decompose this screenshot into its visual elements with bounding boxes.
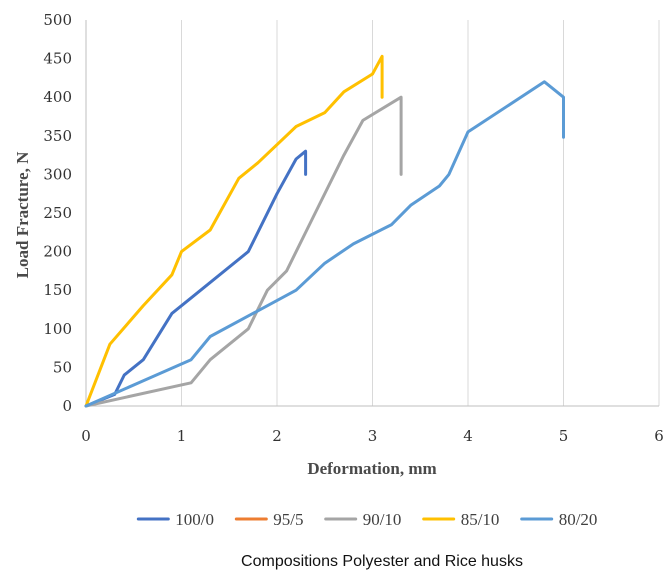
y-tick-label: 250 — [43, 204, 72, 222]
grid-layer — [181, 20, 660, 406]
legend-label-80-20: 80/20 — [559, 510, 598, 529]
x-tick-label: 4 — [463, 427, 473, 445]
y-tick-label: 50 — [53, 358, 72, 376]
legend-label-100-0: 100/0 — [175, 510, 214, 529]
y-tick-label: 150 — [43, 281, 72, 299]
x-axis-label: Deformation, mm — [307, 459, 436, 478]
x-tick-label: 0 — [81, 427, 91, 445]
ticks-layer: 0 50 100 150 200 250 300 350 400 450 500 0 1 2 3 4 5 6 — [43, 11, 663, 445]
series-line-100-0 — [84, 149, 308, 408]
x-tick-label: 1 — [177, 427, 187, 445]
y-tick-label: 400 — [43, 88, 72, 106]
y-tick-label: 100 — [43, 320, 72, 338]
legend-label-95-5: 95/5 — [273, 510, 303, 529]
x-tick-label: 6 — [654, 427, 664, 445]
series-line-85-10 — [84, 54, 384, 408]
y-tick-label: 200 — [43, 243, 72, 261]
y-tick-label: 350 — [43, 127, 72, 145]
legend-label-90-10: 90/10 — [363, 510, 402, 529]
y-tick-label: 300 — [43, 165, 72, 183]
legend-label-85-10: 85/10 — [461, 510, 500, 529]
axes-layer — [85, 20, 659, 407]
series-layer — [84, 54, 565, 408]
series-line-90-10 — [84, 95, 403, 408]
y-axis-label: Load Fracture, N — [13, 151, 32, 278]
y-tick-label: 450 — [43, 50, 72, 68]
series-line-80-20 — [84, 80, 565, 408]
x-tick-label: 2 — [272, 427, 282, 445]
y-tick-label: 0 — [62, 397, 72, 415]
x-tick-label: 3 — [368, 427, 378, 445]
chart-caption: Compositions Polyester and Rice husks — [241, 553, 523, 570]
y-tick-label: 500 — [43, 11, 72, 29]
x-tick-label: 5 — [559, 427, 569, 445]
legend: 100/0 95/5 90/10 85/10 80/20 — [136, 510, 598, 529]
